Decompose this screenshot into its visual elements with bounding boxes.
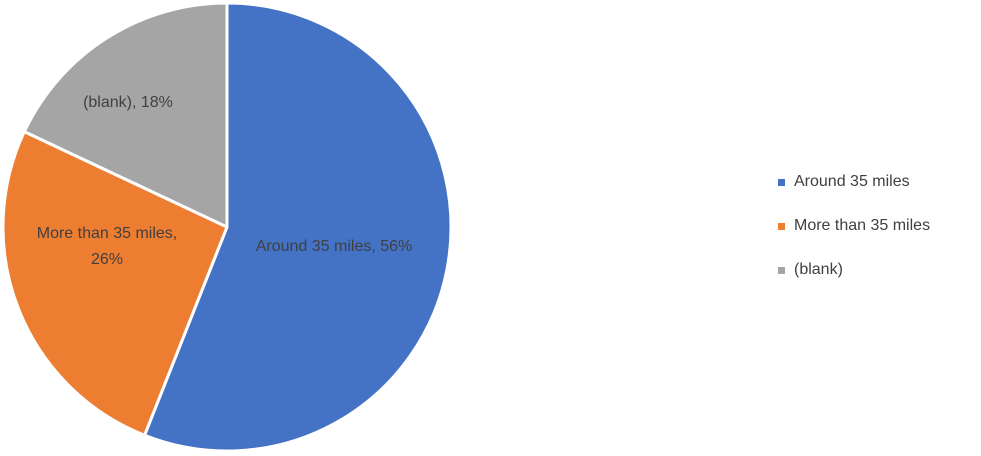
legend-swatch-around-35-miles (778, 178, 785, 186)
legend-item-more-than-35-miles: More than 35 miles (778, 215, 930, 237)
pie-slice-around-35-miles (143, 1, 453, 453)
chart-legend: Around 35 miles More than 35 miles (blan… (778, 171, 930, 303)
data-label-blank: (blank), 18% (83, 94, 173, 111)
legend-swatch-blank (778, 266, 785, 274)
legend-label: Around 35 miles (794, 173, 910, 190)
data-label-line: (blank), 18% (83, 94, 173, 111)
legend-label: More than 35 miles (794, 217, 931, 234)
legend-item-blank: (blank) (778, 259, 930, 281)
pie-slice-more-than-35-miles (1, 130, 229, 437)
data-label-more-than-35-miles: More than 35 miles, 26% (37, 225, 178, 268)
legend-item-around-35-miles: Around 35 miles (778, 171, 930, 193)
data-label-around-35-miles: Around 35 miles, 56% (256, 238, 413, 255)
pie-slice-blank (22, 1, 229, 229)
data-label-line: More than 35 miles, (37, 225, 178, 242)
legend-swatch-more-than-35-miles (778, 222, 785, 230)
data-label-line: Around 35 miles, 56% (256, 238, 413, 255)
data-label-line: 26% (91, 251, 123, 268)
legend-label: (blank) (794, 261, 843, 278)
